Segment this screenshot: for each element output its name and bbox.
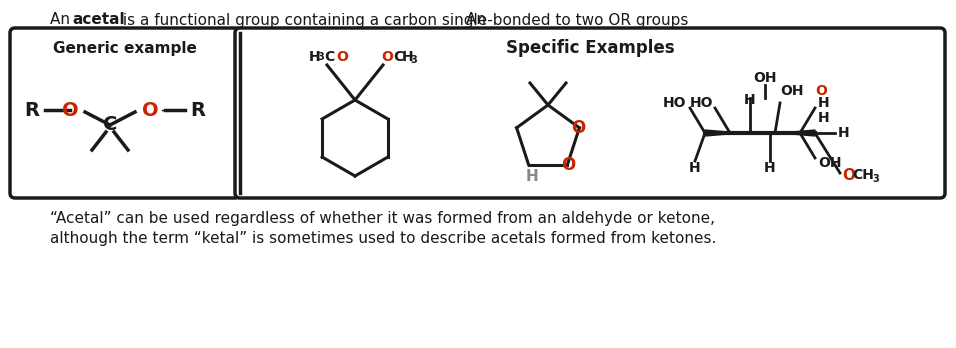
Text: Generic example: Generic example: [54, 40, 197, 55]
Text: –: –: [160, 101, 168, 119]
Text: HO: HO: [663, 96, 686, 110]
Text: 3: 3: [317, 52, 324, 62]
Text: is a functional group containing a carbon single-bonded to two OR groups: is a functional group containing a carbo…: [118, 13, 688, 27]
Text: O: O: [336, 50, 348, 64]
Text: H: H: [818, 96, 830, 110]
Text: O: O: [561, 156, 576, 174]
Text: H: H: [818, 111, 830, 125]
Text: H: H: [764, 161, 776, 175]
Text: C: C: [393, 50, 403, 64]
Text: HO: HO: [690, 96, 714, 110]
Text: Specific Examples: Specific Examples: [506, 39, 674, 57]
Text: “Acetal” can be used regardless of whether it was formed from an aldehyde or ket: “Acetal” can be used regardless of wheth…: [50, 211, 715, 226]
Text: R: R: [190, 101, 206, 119]
Text: O: O: [842, 167, 855, 182]
FancyBboxPatch shape: [10, 28, 240, 198]
Text: H: H: [525, 169, 538, 184]
Text: An: An: [50, 13, 75, 27]
Text: 3: 3: [872, 174, 879, 184]
Text: OH: OH: [753, 71, 776, 85]
Text: –: –: [52, 101, 60, 119]
FancyBboxPatch shape: [235, 28, 945, 198]
Text: OH: OH: [780, 84, 803, 98]
Text: CH: CH: [852, 168, 874, 182]
Text: O: O: [381, 50, 393, 64]
Text: H: H: [838, 126, 850, 140]
Text: O: O: [815, 84, 827, 98]
Text: acetal: acetal: [72, 13, 124, 27]
Text: O: O: [572, 119, 585, 137]
Polygon shape: [780, 130, 815, 136]
Text: O: O: [141, 101, 159, 119]
Text: H: H: [744, 93, 756, 107]
Text: O: O: [62, 101, 78, 119]
Text: although the term “ketal” is sometimes used to describe acetals formed from keto: although the term “ketal” is sometimes u…: [50, 230, 716, 245]
Text: C: C: [103, 116, 118, 134]
Text: H: H: [402, 50, 414, 64]
Text: H: H: [689, 161, 701, 175]
Text: H: H: [309, 50, 320, 64]
Text: OH: OH: [818, 156, 841, 170]
Text: C: C: [324, 50, 335, 64]
Polygon shape: [705, 130, 740, 136]
Text: R: R: [25, 101, 39, 119]
Text: An: An: [466, 13, 490, 27]
Text: 3: 3: [410, 55, 417, 65]
